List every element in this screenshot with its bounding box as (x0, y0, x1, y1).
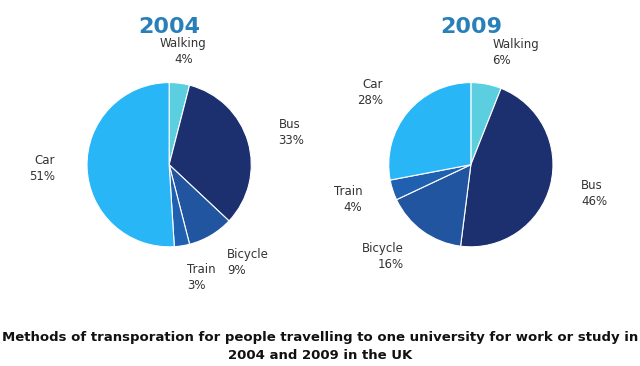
Wedge shape (169, 85, 252, 221)
Wedge shape (169, 165, 229, 244)
Text: Bus
33%: Bus 33% (278, 118, 305, 147)
Wedge shape (169, 165, 189, 247)
Wedge shape (388, 83, 471, 180)
Text: Car
51%: Car 51% (29, 154, 55, 183)
Wedge shape (461, 88, 553, 247)
Text: Bus
46%: Bus 46% (581, 179, 607, 208)
Title: 2004: 2004 (138, 17, 200, 37)
Text: Car
28%: Car 28% (357, 78, 383, 107)
Wedge shape (87, 83, 174, 247)
Text: Walking
6%: Walking 6% (492, 38, 539, 67)
Text: Walking
4%: Walking 4% (160, 37, 207, 66)
Text: Bicycle
9%: Bicycle 9% (227, 249, 269, 277)
Text: Train
3%: Train 3% (187, 263, 216, 292)
Title: 2009: 2009 (440, 17, 502, 37)
Wedge shape (471, 83, 501, 165)
Wedge shape (390, 165, 471, 200)
Wedge shape (397, 165, 471, 246)
Wedge shape (169, 83, 189, 165)
Text: Bicycle
16%: Bicycle 16% (362, 242, 404, 272)
Text: Train
4%: Train 4% (334, 186, 362, 214)
Text: Methods of transporation for people travelling to one university for work or stu: Methods of transporation for people trav… (2, 331, 638, 362)
